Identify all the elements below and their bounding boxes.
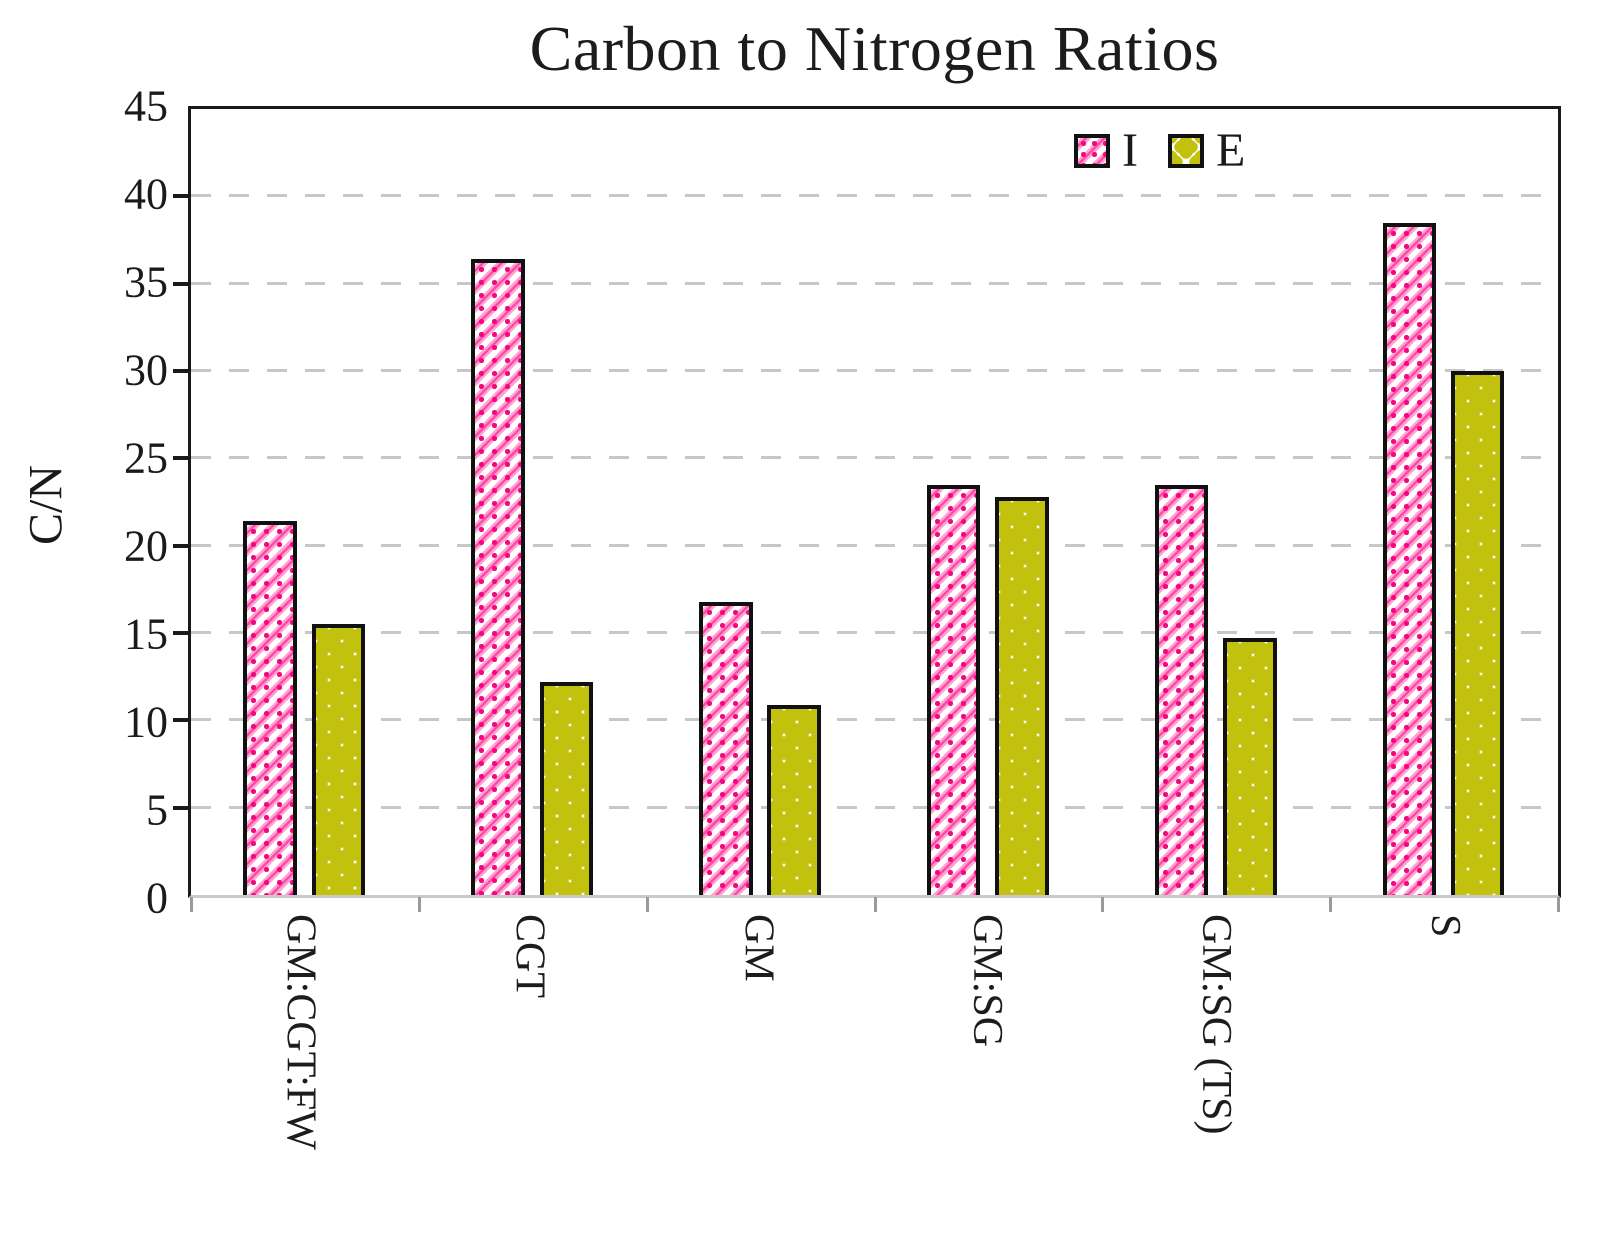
- x-axis-tick-0: [190, 897, 193, 912]
- gridline-35: [191, 281, 1558, 285]
- bar-E-1: [539, 681, 594, 895]
- bar-E-2: [767, 704, 821, 895]
- bar-I-2: [699, 601, 753, 895]
- y-axis-tick-labels: 0 5 10 15 20 25 30 35 40 45: [0, 82, 168, 923]
- bar-I-5: [1382, 222, 1437, 895]
- y-axis-tick-25: [173, 456, 188, 461]
- bar-E-0: [311, 624, 366, 895]
- bar-I-0: [243, 521, 297, 895]
- category-group-0: [191, 109, 419, 895]
- gridline-15: [191, 631, 1558, 635]
- y-tick-label-0: 0: [146, 873, 168, 923]
- bar-E-4: [1223, 638, 1277, 895]
- gridline-40: [191, 194, 1558, 198]
- y-tick-label-10: 10: [124, 697, 168, 747]
- category-group-1: [419, 109, 647, 895]
- legend-swatch-series-i: [1074, 133, 1110, 168]
- y-axis-tick-30: [173, 369, 188, 374]
- category-group-4: [1102, 109, 1330, 895]
- category-group-3: [875, 109, 1103, 895]
- y-axis-tick-40: [173, 194, 188, 199]
- legend-label-series-i: I: [1122, 124, 1138, 177]
- bar-E-3: [995, 496, 1049, 895]
- x-axis-tick-4: [1101, 897, 1105, 912]
- y-tick-label-45: 45: [124, 81, 168, 131]
- chart-title: Carbon to Nitrogen Ratios: [529, 13, 1220, 84]
- x-axis-label-0: GM:CGT:FW: [277, 914, 324, 1150]
- x-axis-labels: GM:CGT:FW CGT GM GM:SG GM:SG (TS) S: [188, 914, 1561, 1234]
- y-axis-tick-35: [173, 281, 188, 286]
- y-axis-tick-5: [173, 805, 188, 810]
- x-axis-label-2: GM: [735, 914, 782, 982]
- legend-swatch-series-e: [1167, 133, 1204, 168]
- category-group-5: [1330, 109, 1558, 895]
- plot-area: I E: [173, 106, 1561, 912]
- x-axis-label-5: S: [1421, 914, 1468, 938]
- gridline-10: [191, 718, 1558, 722]
- y-tick-label-30: 30: [124, 345, 168, 395]
- y-tick-label-25: 25: [124, 433, 168, 483]
- x-axis-tick-1: [417, 897, 421, 912]
- gridline-30: [191, 369, 1558, 373]
- bar-I-3: [926, 484, 981, 895]
- y-tick-label-40: 40: [124, 169, 168, 219]
- legend-label-series-e: E: [1215, 124, 1246, 177]
- y-axis-tick-20: [173, 543, 188, 548]
- gridline-25: [191, 456, 1558, 460]
- legend: I E: [1074, 123, 1245, 178]
- bar-E-5: [1450, 371, 1505, 895]
- bar-I-1: [471, 259, 525, 895]
- y-tick-label-5: 5: [146, 785, 168, 835]
- gridline-5: [191, 805, 1558, 809]
- y-tick-label-20: 20: [124, 521, 168, 571]
- gridline-20: [191, 543, 1558, 547]
- x-axis-tick-5: [1329, 897, 1333, 912]
- x-axis-tick-6: [1557, 897, 1560, 912]
- x-axis-label-1: CGT: [506, 914, 553, 998]
- x-axis-label-3: GM:SG: [964, 914, 1011, 1048]
- y-axis-tick-15: [173, 631, 188, 636]
- x-axis-tick-2: [645, 897, 649, 912]
- y-tick-label-35: 35: [124, 257, 168, 307]
- category-group-2: [647, 109, 875, 895]
- bar-I-4: [1154, 484, 1209, 895]
- x-axis-label-4: GM:SG (TS): [1193, 914, 1240, 1135]
- y-axis-tick-10: [173, 718, 188, 723]
- y-tick-label-15: 15: [124, 609, 168, 659]
- x-axis-tick-3: [873, 897, 877, 912]
